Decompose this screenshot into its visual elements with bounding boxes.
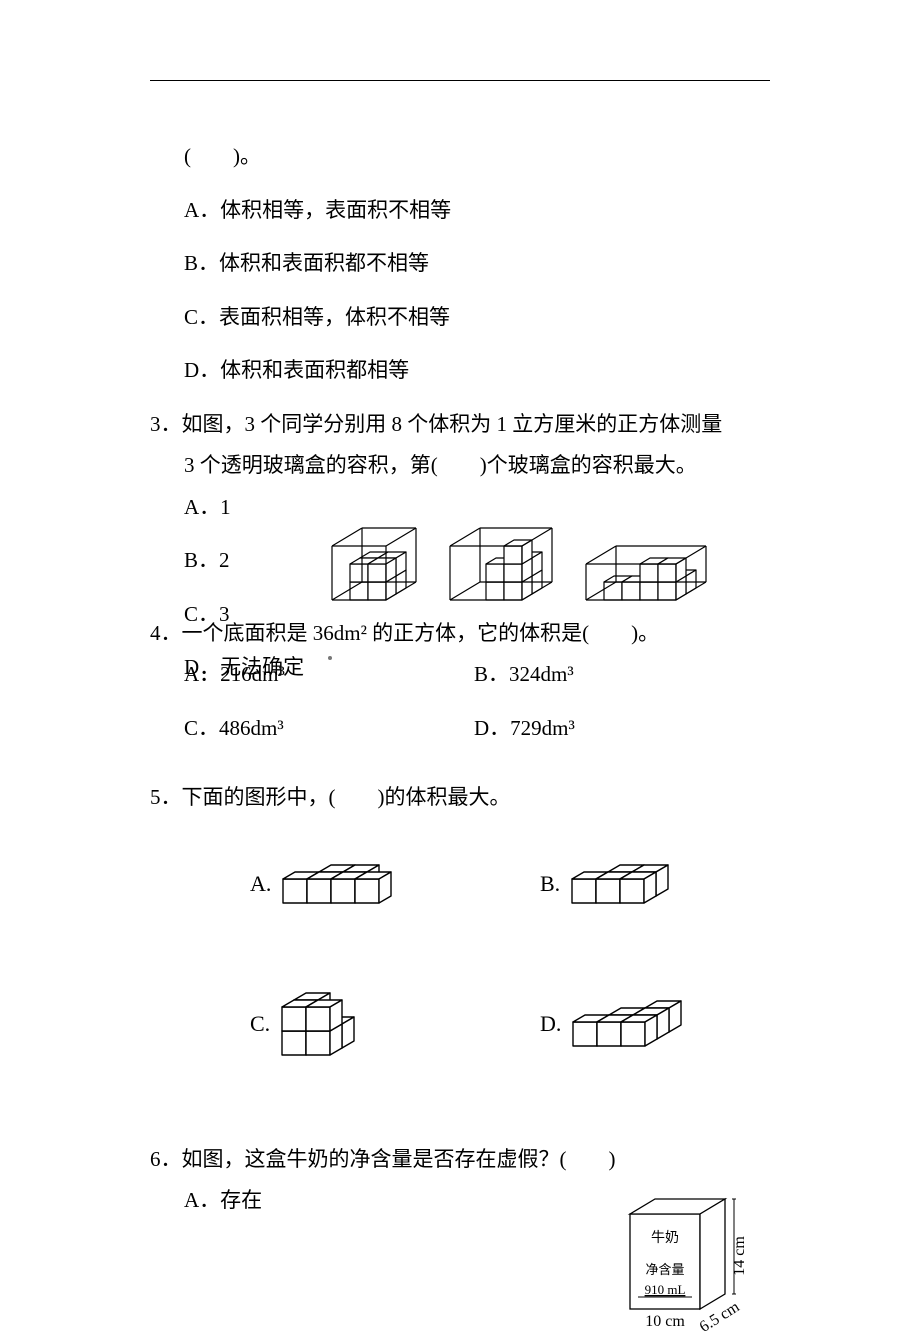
q4-opt-a: A．216dm³ [184,659,394,691]
q5-fig-d [571,999,683,1048]
q3-box-1 [330,526,418,602]
q3-box-2 [448,526,554,602]
q5-stem: 5．下面的图形中，( )的体积最大。 [150,782,770,814]
q5-cell-a: A. [250,824,500,944]
q2-blank: ( )。 [184,141,770,173]
q5: 5．下面的图形中，( )的体积最大。 A. B. C. D. [150,782,770,1084]
q5-cell-d: D. [540,964,790,1084]
q4-stem: 4．一个底面积是 36dm² 的正方体，它的体积是( )。 [150,618,770,650]
q4-opt-b: B．324dm³ [474,659,684,691]
top-rule [150,80,770,81]
q5-label-d: D. [540,1007,561,1040]
q5-label-b: B. [540,867,560,900]
q5-fig-c [280,991,356,1057]
q2-opt-d: D．体积和表面积都相等 [184,355,770,387]
q2-fragment: ( )。 A．体积相等，表面积不相等 B．体积和表面积都不相等 C．表面积相等，… [150,141,770,387]
q2-opt-a: A．体积相等，表面积不相等 [184,195,770,227]
q2-opt-b: B．体积和表面积都不相等 [184,248,770,280]
q6-figure: 牛奶 净含量 910 mL 10 cm 6.5 cm 14 cm [610,1194,780,1344]
q5-fig-b [570,863,670,905]
q2-opt-c: C．表面积相等，体积不相等 [184,302,770,334]
q3-stem-1: 3．如图，3 个同学分别用 8 个体积为 1 立方厘米的正方体测量 [150,409,770,441]
q5-label-c: C. [250,1007,270,1040]
q3-stem-2: 3 个透明玻璃盒的容积，第( )个玻璃盒的容积最大。 [150,450,770,482]
q5-fig-a [281,863,393,905]
svg-text:牛奶: 牛奶 [651,1230,679,1246]
q4-opt-c: C．486dm³ [184,713,394,745]
q6: 6．如图，这盒牛奶的净含量是否存在虚假？( ) A．存在 牛奶 净含量 910 … [150,1144,770,1217]
svg-text:10 cm: 10 cm [645,1313,685,1330]
q4: 4．一个底面积是 36dm² 的正方体，它的体积是( )。 A．216dm³ B… [150,618,770,767]
q3-box-3 [584,544,708,602]
q3: 3．如图，3 个同学分别用 8 个体积为 1 立方厘米的正方体测量 3 个透明玻… [150,409,770,602]
artifact-dot [328,656,332,660]
q5-cell-c: C. [250,964,500,1084]
q5-label-a: A. [250,867,271,900]
q3-opt-a: A．1 [184,492,770,524]
q6-stem: 6．如图，这盒牛奶的净含量是否存在虚假？( ) [150,1144,770,1176]
svg-text:910 mL: 910 mL [645,1282,686,1297]
svg-text:净含量: 净含量 [645,1262,684,1277]
q4-opt-d: D．729dm³ [474,713,684,745]
q5-cell-b: B. [540,824,790,944]
q3-figures [330,526,770,602]
